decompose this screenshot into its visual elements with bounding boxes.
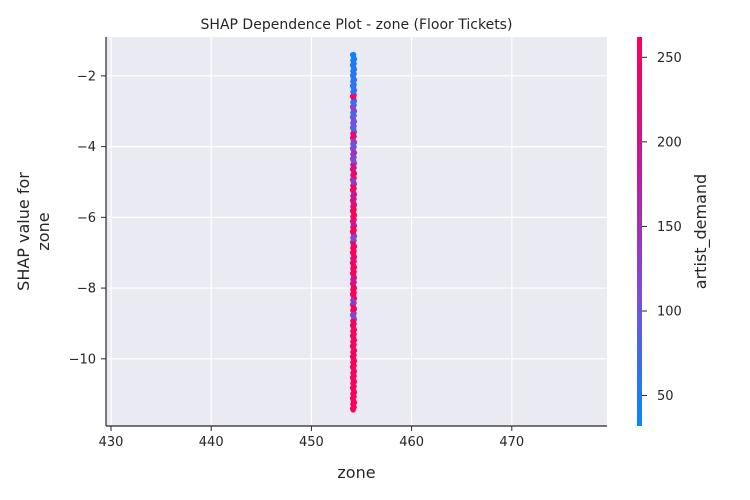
scatter-points — [349, 51, 358, 413]
y-axis-label-line: zone — [34, 212, 53, 250]
scatter-point — [350, 384, 357, 390]
scatter-point — [350, 363, 357, 369]
scatter-point — [350, 99, 357, 106]
scatter-point — [350, 235, 357, 242]
scatter-point — [350, 138, 357, 145]
scatter-point — [350, 377, 357, 383]
scatter-point — [350, 228, 357, 235]
scatter-point — [350, 214, 357, 221]
chart-title: SHAP Dependence Plot - zone (Floor Ticke… — [201, 17, 513, 33]
scatter-point — [350, 143, 357, 150]
scatter-point — [350, 157, 357, 164]
scatter-point — [350, 334, 357, 341]
y-axis-label-line: SHAP value for — [14, 172, 33, 291]
scatter-point — [350, 313, 357, 320]
y-tick-label: −10 — [69, 352, 96, 367]
axes — [105, 37, 607, 427]
colorbar-label: artist_demand — [691, 174, 711, 289]
scatter-point — [350, 165, 357, 171]
scatter-point — [350, 126, 357, 132]
scatter-point — [350, 242, 357, 249]
scatter-point — [350, 172, 357, 178]
colorbar-tick-label: 100 — [657, 304, 682, 319]
scatter-point — [350, 256, 357, 263]
scatter-point — [350, 391, 357, 397]
scatter-point — [350, 193, 357, 199]
scatter-point — [350, 94, 357, 100]
scatter-point — [350, 271, 357, 277]
x-tick-label: 440 — [199, 435, 224, 450]
x-axis-ticks: 430 440 450 460 470 — [99, 426, 524, 450]
y-axis-label: SHAP value forzone — [14, 172, 53, 291]
y-tick-label: −6 — [77, 211, 96, 226]
y-tick-label: −8 — [77, 282, 96, 297]
scatter-point — [350, 398, 357, 405]
x-tick-label: 460 — [399, 435, 424, 450]
scatter-point — [350, 106, 357, 113]
scatter-point — [350, 133, 357, 139]
scatter-point — [350, 207, 357, 214]
scatter-point — [350, 348, 357, 355]
scatter-point — [350, 57, 357, 63]
scatter-point — [350, 71, 357, 77]
x-tick-label: 470 — [499, 435, 524, 450]
colorbar-tick-label: 50 — [657, 389, 674, 404]
grid-lines — [106, 37, 607, 426]
scatter-point — [350, 186, 357, 192]
scatter-point — [350, 89, 357, 95]
x-tick-label: 450 — [299, 435, 324, 450]
scatter-point — [350, 221, 357, 228]
scatter-point — [350, 327, 357, 334]
scatter-point — [350, 112, 357, 118]
y-tick-label: −2 — [77, 69, 96, 84]
colorbar-tick-label: 150 — [657, 220, 682, 235]
scatter-point — [350, 278, 357, 284]
scatter-point — [350, 150, 357, 157]
scatter-point — [350, 119, 357, 125]
scatter-point — [350, 292, 357, 298]
x-axis-label: zone — [337, 463, 375, 482]
scatter-point — [350, 356, 357, 362]
scatter-point — [350, 299, 357, 306]
y-axis-ticks: −2 −4 −6 −8 −10 — [69, 69, 106, 367]
scatter-point — [350, 76, 357, 83]
colorbar-ticks: 50 100 150 200 250 — [642, 51, 682, 404]
scatter-point — [350, 370, 357, 376]
scatter-point — [350, 51, 357, 58]
scatter-point — [350, 179, 357, 185]
colorbar-tick-label: 200 — [657, 135, 682, 150]
scatter-point — [350, 200, 357, 207]
colorbar-tick-label: 250 — [657, 51, 682, 66]
scatter-point — [350, 285, 357, 291]
scatter-point — [350, 264, 357, 270]
scatter-point — [350, 64, 357, 70]
x-tick-label: 430 — [99, 435, 124, 450]
colorbar — [637, 37, 642, 426]
scatter-point — [350, 306, 357, 313]
scatter-point — [350, 341, 357, 348]
scatter-point — [350, 249, 357, 256]
scatter-point — [350, 405, 357, 412]
scatter-point — [350, 320, 357, 327]
scatter-point — [350, 83, 357, 90]
y-tick-label: −4 — [77, 140, 96, 155]
